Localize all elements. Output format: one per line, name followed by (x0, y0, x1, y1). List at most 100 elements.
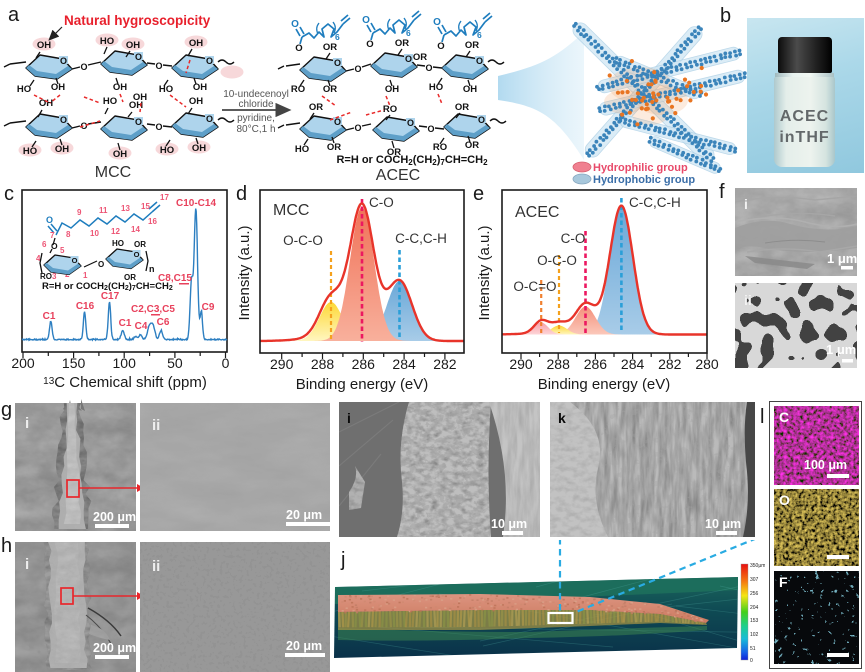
svg-text:ACEC: ACEC (376, 167, 420, 184)
svg-text:13: 13 (121, 204, 130, 213)
svg-text:O: O (155, 61, 162, 71)
svg-text:14: 14 (131, 225, 140, 234)
svg-text:i: i (744, 196, 748, 212)
svg-text:OH: OH (126, 40, 140, 51)
svg-text:ii: ii (152, 558, 160, 575)
svg-text:O: O (366, 39, 373, 50)
svg-text:C-O: C-O (561, 231, 586, 246)
svg-text:HO: HO (103, 96, 117, 107)
svg-text:350μm: 350μm (750, 563, 765, 569)
svg-text:153: 153 (750, 618, 759, 624)
svg-text:O: O (433, 17, 441, 28)
svg-text:O: O (155, 122, 162, 132)
svg-text:10-undecenoyl: 10-undecenoyl (223, 89, 289, 100)
svg-text:5: 5 (60, 246, 65, 255)
svg-text:C10-C14: C10-C14 (176, 198, 216, 209)
svg-text:O: O (354, 123, 361, 133)
svg-text:O: O (354, 64, 361, 74)
svg-text:OH: OH (133, 92, 147, 103)
svg-text:Intensity (a.u.): Intensity (a.u.) (476, 225, 493, 320)
svg-text:10 μm: 10 μm (705, 517, 741, 531)
svg-text:17: 17 (160, 193, 169, 202)
svg-text:Binding energy (eV): Binding energy (eV) (296, 376, 429, 393)
svg-text:10 μm: 10 μm (491, 517, 527, 531)
svg-text:HO: HO (100, 36, 114, 47)
svg-text:280: 280 (695, 356, 719, 372)
svg-text:HO: HO (159, 84, 173, 95)
svg-text:k: k (558, 410, 566, 426)
svg-text:13C Chemical shift (ppm): 13C Chemical shift (ppm) (43, 374, 207, 391)
svg-text:OR: OR (465, 40, 479, 51)
svg-text:284: 284 (621, 356, 645, 372)
svg-text:9: 9 (77, 208, 82, 217)
svg-text:i: i (25, 415, 29, 432)
svg-text:O-C=O: O-C=O (513, 279, 556, 294)
svg-text:O: O (291, 19, 299, 30)
svg-text:OR: OR (455, 102, 469, 113)
svg-text:6: 6 (406, 28, 411, 38)
svg-text:OH: OH (113, 149, 127, 160)
svg-text:RO: RO (291, 84, 305, 95)
svg-text:200 μm: 200 μm (93, 641, 136, 655)
svg-text:6: 6 (42, 240, 47, 249)
svg-text:C2,C3,C5: C2,C3,C5 (131, 304, 175, 315)
svg-text:286: 286 (584, 356, 608, 372)
svg-text:RO: RO (40, 272, 52, 281)
svg-text:OR: OR (134, 240, 146, 249)
svg-text:288: 288 (547, 356, 571, 372)
svg-text:OR: OR (124, 273, 136, 282)
svg-text:ii: ii (744, 292, 752, 308)
svg-text:6: 6 (335, 32, 340, 42)
svg-text:O: O (46, 215, 53, 225)
svg-text:ii: ii (152, 417, 160, 434)
svg-text:10: 10 (90, 229, 99, 238)
svg-text:0: 0 (222, 355, 230, 371)
svg-text:OH: OH (51, 82, 65, 93)
svg-text:OH: OH (55, 144, 69, 155)
svg-text:282: 282 (658, 356, 682, 372)
svg-text:C-C,C-H: C-C,C-H (395, 231, 447, 246)
svg-text:O: O (362, 15, 370, 26)
svg-text:51: 51 (750, 646, 756, 652)
svg-text:0: 0 (750, 658, 753, 664)
svg-text:C-O: C-O (369, 195, 394, 210)
svg-text:256: 256 (750, 591, 759, 597)
svg-text:O: O (80, 62, 87, 72)
svg-text:HO: HO (295, 144, 309, 155)
svg-text:C6: C6 (157, 317, 170, 328)
svg-text:Hydrophilic group: Hydrophilic group (593, 162, 688, 174)
svg-text:C8,C15: C8,C15 (158, 273, 192, 284)
svg-text:O: O (98, 260, 104, 269)
svg-text:O: O (425, 63, 432, 73)
svg-text:HO: HO (17, 84, 31, 95)
svg-text:i: i (25, 556, 29, 573)
svg-text:Natural hygroscopicity: Natural hygroscopicity (64, 13, 211, 28)
svg-text:C17: C17 (101, 291, 120, 302)
svg-text:C1: C1 (43, 311, 56, 322)
svg-text:RO: RO (433, 142, 447, 153)
svg-text:3: 3 (52, 272, 57, 281)
svg-text:n: n (149, 264, 155, 274)
svg-text:HO: HO (160, 145, 174, 156)
svg-text:6: 6 (477, 30, 482, 40)
svg-text:1: 1 (83, 271, 88, 280)
svg-text:C9: C9 (202, 302, 215, 313)
svg-text:100 μm: 100 μm (804, 458, 847, 472)
svg-text:O: O (295, 43, 302, 54)
svg-text:F: F (779, 574, 788, 590)
svg-text:O: O (437, 41, 444, 52)
svg-text:200 μm: 200 μm (93, 510, 136, 524)
svg-text:OR: OR (323, 84, 337, 95)
svg-text:OR: OR (323, 42, 337, 53)
svg-text:20 μm: 20 μm (286, 508, 322, 522)
svg-text:ACEC: ACEC (515, 204, 559, 221)
svg-text:HO: HO (23, 146, 37, 157)
svg-text:Intensity (a.u.): Intensity (a.u.) (236, 225, 253, 320)
svg-text:Hydrophobic group: Hydrophobic group (593, 174, 695, 186)
svg-text:290: 290 (509, 356, 533, 372)
svg-text:MCC: MCC (273, 202, 309, 219)
svg-text:307: 307 (750, 577, 759, 583)
svg-text:200: 200 (11, 355, 35, 371)
svg-text:OR: OR (309, 102, 323, 113)
svg-text:RO: RO (383, 104, 397, 115)
